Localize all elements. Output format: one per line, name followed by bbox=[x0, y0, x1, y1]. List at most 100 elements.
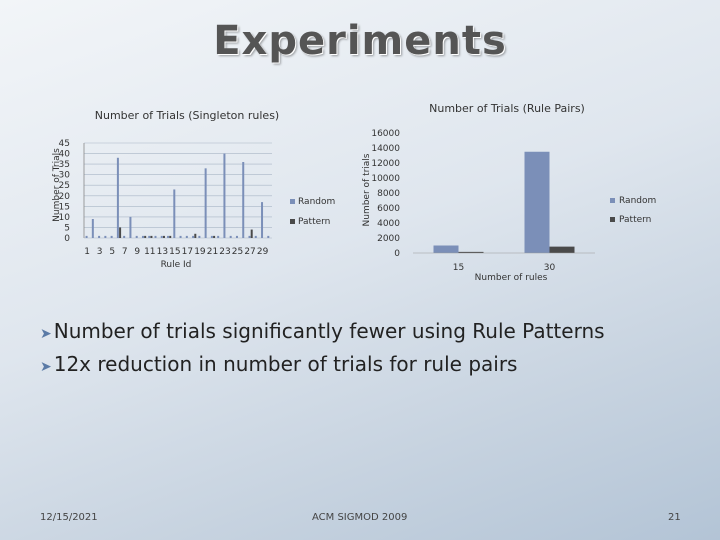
chart1-x-tick: 27 bbox=[244, 247, 255, 257]
chart1-bar-random-24 bbox=[229, 235, 232, 238]
chart1-bar-pattern-27 bbox=[250, 229, 253, 238]
chart2-legend-swatch-pattern bbox=[610, 217, 615, 222]
chart1-bar-pattern-14 bbox=[169, 235, 172, 238]
chart2-y-axis-title: Number of trials bbox=[362, 153, 372, 226]
chart1-bar-random-30 bbox=[267, 235, 270, 238]
chart2-y-tick: 10000 bbox=[371, 174, 400, 184]
chart1-bar-random-26 bbox=[242, 162, 245, 238]
chart1-y-tick: 10 bbox=[59, 213, 71, 223]
chart2-legend-label-pattern: Pattern bbox=[619, 215, 651, 225]
chart2-x-tick: 15 bbox=[453, 263, 464, 273]
chart1-legend-label-random: Random bbox=[298, 197, 335, 207]
chart1-bar-pattern-6 bbox=[119, 227, 122, 238]
bullet-item-2: ➤ 12x reduction in number of trials for r… bbox=[40, 349, 680, 382]
chart1-bar-random-27 bbox=[248, 235, 251, 238]
chart1-bar-random-20 bbox=[204, 168, 207, 238]
chart1-bar-random-3 bbox=[98, 235, 101, 238]
chart1-bar-random-14 bbox=[167, 235, 170, 238]
chart1-bar-random-12 bbox=[154, 235, 157, 238]
chart1-y-tick: 20 bbox=[59, 192, 71, 202]
chart1-y-tick: 5 bbox=[64, 223, 70, 233]
chart2-y-tick: 2000 bbox=[377, 234, 400, 244]
chart2-legend-swatch-random bbox=[610, 198, 615, 203]
chart2-y-tick: 8000 bbox=[377, 189, 400, 199]
chart1-x-tick: 25 bbox=[232, 247, 243, 257]
chart1-bar-random-19 bbox=[198, 235, 201, 238]
chart1-bar-pattern-10 bbox=[144, 235, 147, 238]
chart1-x-tick: 19 bbox=[194, 247, 206, 257]
chart1-y-tick: 45 bbox=[59, 139, 70, 149]
chart1-x-tick: 23 bbox=[219, 247, 230, 257]
chart1-bar-random-29 bbox=[261, 202, 264, 238]
chart1-y-tick: 15 bbox=[59, 202, 70, 212]
chart1-legend-swatch-pattern bbox=[290, 219, 295, 224]
bullet-item-1: ➤ Number of trials significantly fewer us… bbox=[40, 316, 680, 349]
chart1-x-axis-title: Rule Id bbox=[161, 260, 192, 270]
chart1-y-axis-title: Number of Trials bbox=[52, 148, 62, 222]
chart2-y-tick: 16000 bbox=[371, 129, 400, 139]
chart1-x-tick: 3 bbox=[97, 247, 103, 257]
chart1-bar-random-7 bbox=[123, 235, 126, 238]
chart1-bar-random-23 bbox=[223, 153, 226, 238]
chart2-y-tick: 4000 bbox=[377, 219, 400, 229]
bullet-text-2: 12x reduction in number of trials for ru… bbox=[53, 352, 518, 376]
bullet-arrow-icon: ➤ bbox=[40, 326, 52, 342]
chart2-y-tick: 0 bbox=[394, 249, 400, 259]
chart1-y-tick: 25 bbox=[59, 181, 70, 191]
chart1-bar-random-16 bbox=[179, 235, 182, 238]
chart1-bar-pattern-11 bbox=[150, 235, 153, 238]
chart1-bar-random-4 bbox=[104, 235, 107, 238]
rule-pairs-chart: Number of Trials (Rule Pairs) Number of … bbox=[362, 102, 656, 283]
chart2-y-tick: 12000 bbox=[371, 159, 400, 169]
chart1-bar-random-22 bbox=[217, 235, 220, 238]
chart1-bar-random-15 bbox=[173, 189, 176, 238]
bullet-list: ➤ Number of trials significantly fewer us… bbox=[40, 316, 680, 382]
chart2-bar-pattern-30 bbox=[549, 246, 575, 253]
chart2-y-tick: 14000 bbox=[371, 144, 400, 154]
chart1-bar-random-9 bbox=[135, 235, 138, 238]
chart1-bar-random-10 bbox=[141, 235, 144, 238]
chart2-bar-random-30 bbox=[524, 151, 550, 253]
chart1-legend-label-pattern: Pattern bbox=[298, 217, 330, 227]
chart1-x-tick: 29 bbox=[257, 247, 269, 257]
footer-date: 12/15/2021 bbox=[40, 512, 98, 523]
chart1-x-tick: 9 bbox=[134, 247, 140, 257]
chart1-bar-random-21 bbox=[210, 235, 213, 238]
chart1-x-tick: 11 bbox=[144, 247, 155, 257]
footer-page-number: 21 bbox=[668, 512, 681, 523]
chart2-x-axis-title: Number of rules bbox=[475, 273, 548, 283]
chart2-legend-label-random: Random bbox=[619, 196, 656, 206]
chart1-bar-random-8 bbox=[129, 216, 132, 238]
chart1-bar-random-28 bbox=[254, 235, 257, 238]
chart1-bar-random-13 bbox=[160, 235, 163, 238]
chart1-bar-pattern-18 bbox=[194, 233, 197, 238]
chart1-bar-random-2 bbox=[91, 219, 94, 238]
singleton-rules-chart: Number of Trials (Singleton rules) Numbe… bbox=[52, 109, 335, 270]
chart1-x-tick: 5 bbox=[109, 247, 115, 257]
chart1-title: Number of Trials (Singleton rules) bbox=[95, 109, 279, 122]
bullet-arrow-icon: ➤ bbox=[40, 359, 52, 375]
chart2-y-tick: 6000 bbox=[377, 204, 400, 214]
chart1-bar-pattern-21 bbox=[213, 235, 216, 238]
chart1-bar-random-5 bbox=[110, 235, 113, 238]
chart2-title: Number of Trials (Rule Pairs) bbox=[429, 102, 585, 115]
chart1-y-tick: 40 bbox=[59, 150, 71, 160]
slide-title: Experiments bbox=[213, 18, 507, 64]
chart1-bar-pattern-13 bbox=[162, 235, 165, 238]
chart1-y-tick: 35 bbox=[59, 160, 70, 170]
chart1-bar-random-17 bbox=[185, 235, 188, 238]
chart1-x-tick: 21 bbox=[207, 247, 218, 257]
chart1-x-tick: 13 bbox=[157, 247, 168, 257]
chart1-x-tick: 15 bbox=[169, 247, 180, 257]
chart1-bar-random-25 bbox=[235, 235, 238, 238]
chart1-y-tick: 0 bbox=[64, 234, 70, 244]
chart1-bar-random-18 bbox=[192, 235, 195, 238]
footer-venue: ACM SIGMOD 2009 bbox=[312, 512, 408, 523]
chart2-bar-random-15 bbox=[433, 245, 459, 253]
chart1-x-tick: 7 bbox=[122, 247, 128, 257]
chart1-y-tick: 30 bbox=[59, 171, 71, 181]
chart1-bar-random-1 bbox=[85, 235, 88, 238]
chart1-x-tick: 1 bbox=[84, 247, 90, 257]
bullet-text-1: Number of trials significantly fewer usi… bbox=[53, 319, 605, 343]
chart2-x-tick: 30 bbox=[544, 263, 556, 273]
